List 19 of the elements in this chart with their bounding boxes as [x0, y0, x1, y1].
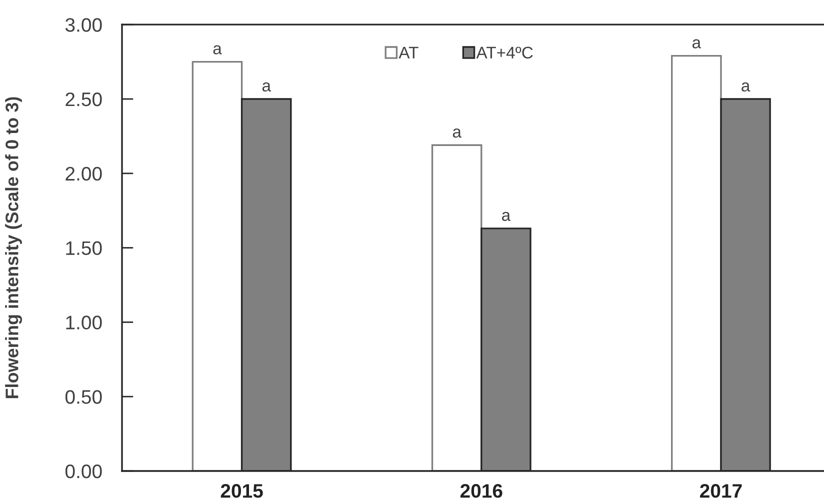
x-tick-label: 2015 — [220, 484, 263, 498]
x-tick-label: 2017 — [700, 484, 742, 498]
data-label: a — [213, 45, 222, 54]
y-tick-label: 2.00 — [66, 166, 102, 181]
y-axis-title: Flowering intensity (Scale of 0 to 3) — [5, 97, 22, 398]
data-label: a — [262, 82, 271, 92]
y-tick-label: 2.50 — [66, 92, 102, 106]
y-tick-label: 0.00 — [65, 464, 102, 478]
x-tick-label: 2016 — [460, 484, 502, 498]
data-label: a — [692, 39, 702, 48]
data-label: a — [502, 212, 511, 221]
y-tick-label: 3.00 — [65, 18, 102, 32]
y-tick-label: 1.00 — [66, 316, 102, 330]
legend-label: AT — [398, 46, 418, 58]
legend-label: AT+4ºC — [476, 46, 533, 59]
data-label: a — [452, 128, 462, 138]
y-tick-label: 0.50 — [65, 390, 102, 404]
data-label: a — [742, 82, 750, 92]
y-tick-label: 1.50 — [66, 241, 102, 256]
